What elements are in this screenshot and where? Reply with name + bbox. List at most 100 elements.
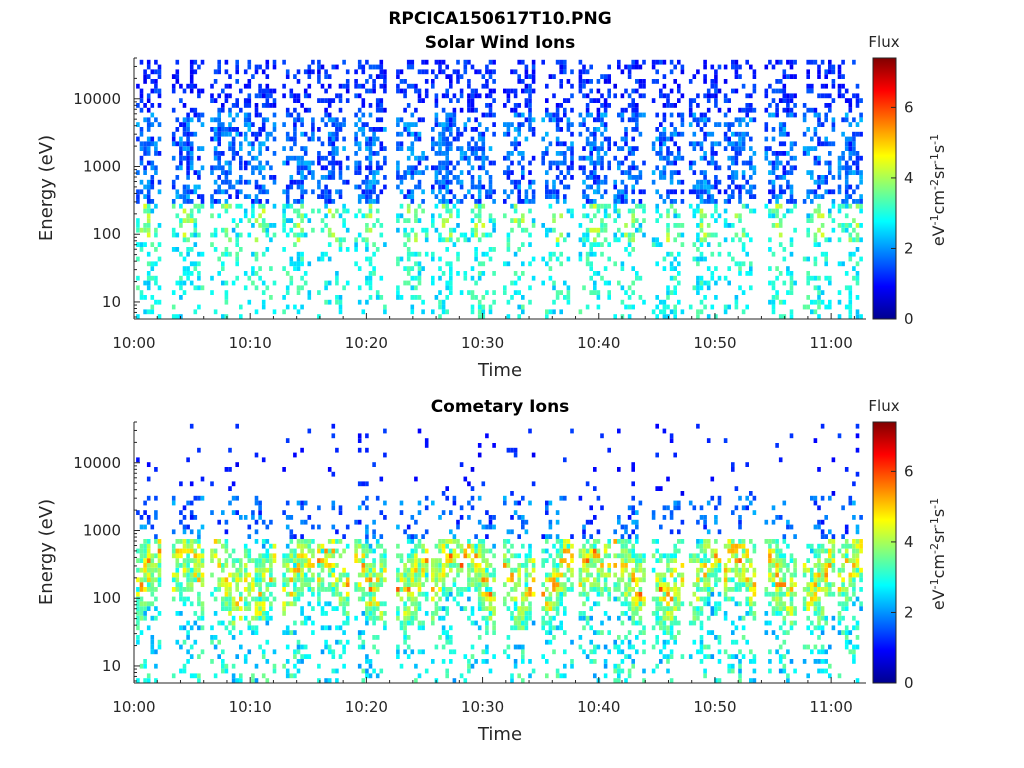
- cometary-heatmap-cell: [552, 567, 556, 573]
- solar-wind-heatmap-cell: [517, 112, 521, 118]
- cometary-heatmap-cell: [406, 620, 411, 626]
- solar-wind-heatmap-cell: [631, 237, 635, 243]
- cometary-heatmap-cell: [521, 495, 525, 501]
- cometary-heatmap-cell: [254, 615, 259, 621]
- cometary-heatmap-cell: [521, 524, 525, 530]
- cometary-heatmap-cell: [528, 572, 532, 578]
- solar-wind-heatmap-cell: [224, 69, 229, 75]
- cometary-heatmap-cell: [317, 596, 321, 602]
- cometary-heatmap-cell: [285, 577, 290, 583]
- solar-wind-heatmap-cell: [311, 227, 315, 233]
- solar-wind-heatmap-cell: [365, 122, 369, 127]
- cometary-heatmap-cell: [224, 543, 229, 549]
- solar-wind-heatmap-cell: [673, 256, 677, 262]
- solar-wind-heatmap-cell: [421, 309, 425, 315]
- solar-wind-heatmap-cell: [696, 309, 700, 315]
- cometary-heatmap-cell: [311, 630, 315, 635]
- cometary-heatmap-cell: [403, 572, 407, 578]
- solar-wind-heatmap-cell: [506, 122, 511, 127]
- solar-wind-heatmap-cell: [775, 199, 779, 204]
- solar-wind-heatmap-cell: [837, 88, 842, 94]
- solar-wind-heatmap-cell: [734, 88, 739, 94]
- solar-wind-heatmap-cell: [488, 189, 493, 195]
- cometary-heatmap-cell: [213, 553, 218, 559]
- solar-wind-heatmap-cell: [488, 256, 493, 262]
- solar-wind-heatmap-cell: [235, 194, 239, 199]
- cometary-heatmap-cell: [175, 553, 180, 559]
- cometary-heatmap-cell: [545, 601, 549, 607]
- solar-wind-heatmap-cell: [357, 232, 362, 238]
- cometary-heatmap-cell: [136, 678, 140, 683]
- solar-wind-heatmap-cell: [859, 203, 863, 209]
- solar-wind-heatmap-cell: [175, 175, 180, 180]
- solar-wind-heatmap-cell: [342, 203, 346, 209]
- solar-wind-heatmap-cell: [235, 232, 239, 238]
- solar-wind-heatmap-cell: [859, 117, 863, 123]
- solar-wind-heatmap-cell: [459, 107, 464, 113]
- solar-wind-heatmap-cell: [324, 194, 328, 199]
- cometary-heatmap-cell: [449, 587, 453, 592]
- solar-wind-heatmap-cell: [467, 59, 471, 65]
- cometary-heatmap-cell: [182, 572, 187, 578]
- solar-wind-heatmap-cell: [456, 271, 460, 276]
- cometary-heatmap-cell: [375, 495, 380, 501]
- cometary-heatmap-cell: [300, 659, 304, 664]
- solar-wind-heatmap-cell: [824, 237, 828, 243]
- cometary-heatmap-cell: [524, 611, 529, 616]
- solar-wind-heatmap-cell: [403, 227, 407, 233]
- solar-wind-heatmap-cell: [456, 237, 460, 243]
- solar-wind-heatmap-cell: [607, 79, 611, 84]
- solar-wind-heatmap-cell: [820, 179, 825, 185]
- cometary-heatmap-cell: [224, 587, 229, 592]
- cometary-heatmap-cell: [282, 510, 286, 515]
- solar-wind-heatmap-cell: [528, 122, 532, 127]
- solar-wind-heatmap-cell: [778, 127, 783, 132]
- cometary-heatmap-cell: [506, 548, 511, 554]
- solar-wind-heatmap-cell: [228, 107, 232, 113]
- cometary-heatmap-cell: [293, 563, 297, 568]
- solar-wind-heatmap-cell: [600, 194, 604, 199]
- solar-wind-heatmap-cell: [342, 285, 346, 291]
- solar-wind-heatmap-cell: [258, 165, 262, 171]
- solar-wind-heatmap-cell: [859, 256, 863, 262]
- solar-wind-heatmap-cell: [517, 151, 521, 156]
- solar-wind-heatmap-cell: [521, 112, 525, 118]
- cometary-heatmap-cell: [186, 635, 190, 640]
- cometary-heatmap-cell: [179, 481, 183, 487]
- cometary-heatmap-cell: [431, 563, 435, 568]
- solar-wind-heatmap-cell: [186, 165, 190, 171]
- cometary-heatmap-cell: [372, 587, 376, 592]
- cometary-heatmap-cell: [300, 587, 304, 592]
- solar-wind-heatmap-cell: [749, 175, 753, 180]
- solar-wind-heatmap-cell: [727, 304, 731, 310]
- solar-wind-heatmap-cell: [150, 103, 155, 108]
- solar-wind-heatmap-cell: [844, 184, 849, 190]
- cometary-heatmap-cell: [143, 572, 147, 578]
- cometary-heatmap-cell: [327, 649, 332, 655]
- solar-wind-heatmap-cell: [449, 237, 453, 243]
- solar-wind-heatmap-cell: [470, 107, 475, 113]
- cometary-heatmap-cell: [324, 639, 328, 645]
- cometary-heatmap-cell: [320, 587, 325, 592]
- cometary-heatmap-cell: [503, 553, 507, 559]
- cometary-heatmap-cell: [197, 495, 201, 501]
- cometary-heatmap-cell: [143, 567, 147, 573]
- solar-wind-heatmap-cell: [624, 127, 628, 132]
- solar-wind-heatmap-cell: [434, 179, 439, 185]
- solar-wind-heatmap-cell: [354, 141, 358, 147]
- solar-wind-heatmap-cell: [589, 242, 593, 247]
- solar-wind-heatmap-cell: [673, 266, 677, 271]
- solar-wind-heatmap-cell: [186, 189, 190, 195]
- solar-wind-heatmap-cell: [357, 194, 362, 199]
- cometary-heatmap-cell: [368, 663, 373, 669]
- cometary-heatmap-cell: [171, 553, 176, 559]
- solar-wind-heatmap-cell: [841, 93, 845, 99]
- cometary-heatmap-cell: [421, 567, 425, 573]
- solar-wind-heatmap-cell: [372, 175, 376, 180]
- solar-wind-heatmap-cell: [528, 127, 532, 132]
- cometary-heatmap-cell: [269, 582, 273, 587]
- cometary-heatmap-cell: [327, 601, 332, 607]
- solar-wind-heatmap-cell: [620, 299, 625, 305]
- solar-wind-heatmap-cell: [179, 203, 183, 209]
- solar-wind-heatmap-cell: [300, 261, 304, 267]
